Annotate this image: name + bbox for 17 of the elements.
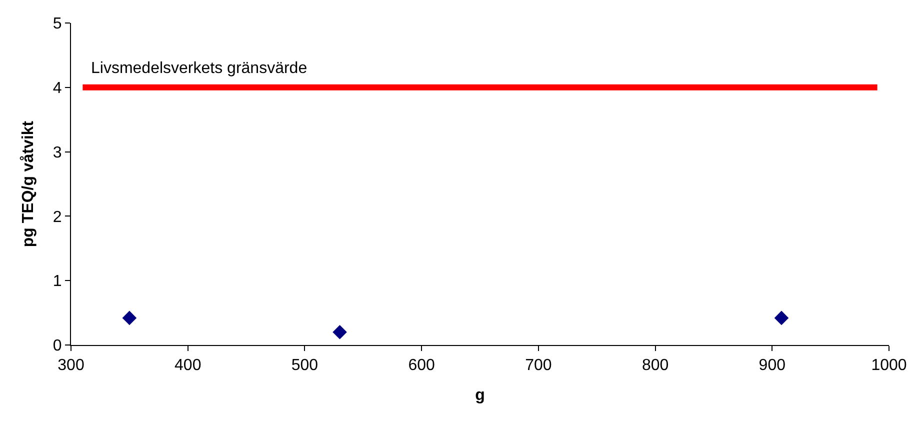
y-tick-label: 4	[52, 80, 62, 97]
x-tick-label: 900	[758, 357, 786, 374]
x-tick-label: 800	[642, 357, 669, 374]
x-axis-title: g	[475, 386, 485, 404]
y-tick-label: 3	[52, 144, 62, 162]
y-tick-label: 0	[52, 338, 62, 355]
y-axis-title: pg TEQ/g våtvikt	[18, 120, 37, 248]
x-tick-label: 600	[408, 357, 436, 374]
y-tick-label: 5	[52, 16, 62, 33]
y-tick-label: 1	[52, 273, 62, 290]
x-tick-label: 1000	[871, 357, 907, 374]
x-tick-label: 300	[58, 357, 84, 374]
x-tick-label: 700	[525, 357, 552, 374]
x-tick-label: 500	[291, 357, 318, 374]
annotation: Livsmedelsverkets gränsvärde	[91, 60, 308, 77]
y-tick-label: 2	[52, 208, 62, 226]
x-tick-label: 400	[174, 357, 202, 374]
